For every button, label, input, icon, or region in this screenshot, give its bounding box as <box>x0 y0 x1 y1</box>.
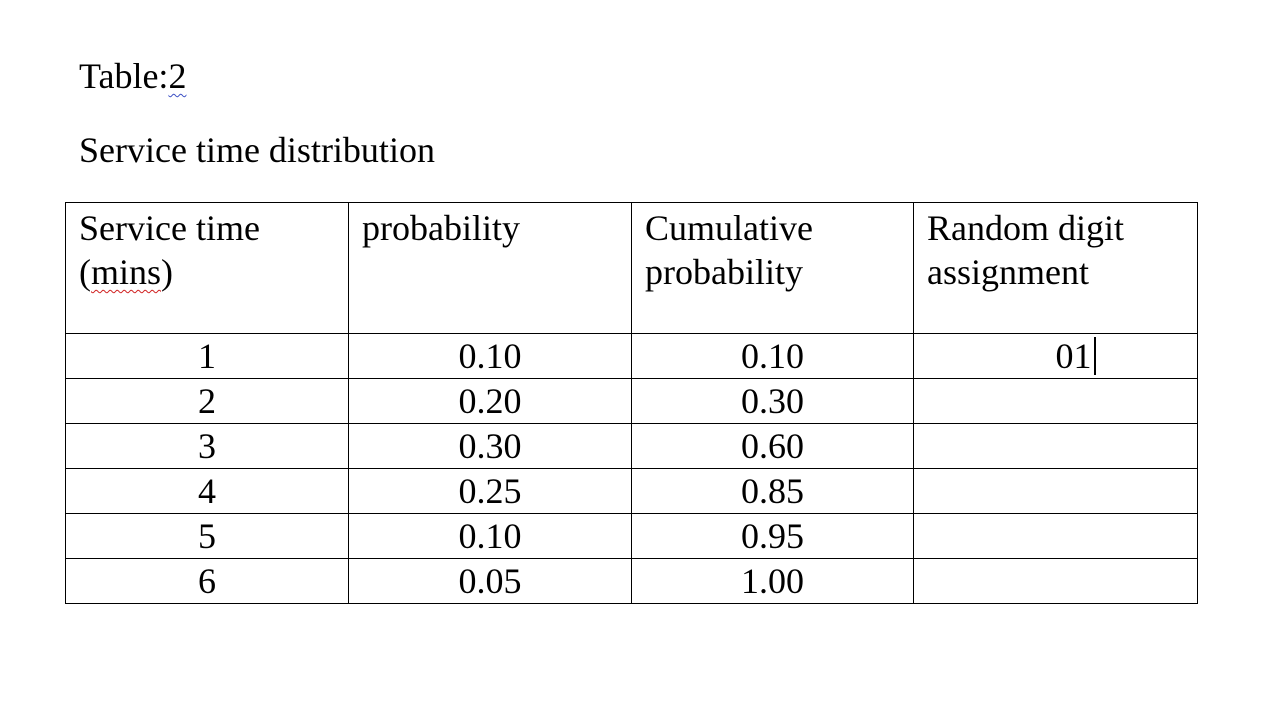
header-cumulative-line1: Cumulative <box>645 208 813 248</box>
header-cumulative-probability[interactable]: Cumulative probability <box>631 202 914 334</box>
cell-service-time[interactable]: 6 <box>65 558 349 604</box>
cell-random-digits[interactable]: 01 <box>913 333 1198 379</box>
cell-probability[interactable]: 0.05 <box>348 558 632 604</box>
cell-random-digits-value: 01 <box>1055 336 1092 376</box>
service-time-distribution-table: Service time (mins) probability Cumulati… <box>65 202 1198 604</box>
cell-cumulative[interactable]: 1.00 <box>631 558 914 604</box>
cell-service-time[interactable]: 5 <box>65 513 349 559</box>
cell-random-digits[interactable] <box>913 558 1198 604</box>
cell-random-digits[interactable] <box>913 468 1198 514</box>
table-row: 1 0.10 0.10 01 <box>65 333 1198 379</box>
table-row: 5 0.10 0.95 <box>65 513 1198 559</box>
cell-cumulative[interactable]: 0.85 <box>631 468 914 514</box>
cell-probability[interactable]: 0.10 <box>348 513 632 559</box>
cell-probability[interactable]: 0.25 <box>348 468 632 514</box>
text-cursor <box>1093 337 1096 375</box>
cell-random-digits[interactable] <box>913 513 1198 559</box>
cell-service-time[interactable]: 2 <box>65 378 349 424</box>
table-row: 2 0.20 0.30 <box>65 378 1198 424</box>
header-service-time[interactable]: Service time (mins) <box>65 202 349 334</box>
header-service-time-unit: mins <box>91 252 162 292</box>
header-probability[interactable]: probability <box>348 202 632 334</box>
header-random-digit-line1: Random digit <box>927 208 1124 248</box>
header-probability-line1: probability <box>362 208 520 248</box>
cell-probability[interactable]: 0.30 <box>348 423 632 469</box>
table-caption-prefix: Table: <box>79 56 169 96</box>
header-random-digit-line2: assignment <box>927 252 1089 292</box>
table-caption-number: 2 <box>168 56 187 96</box>
cell-probability[interactable]: 0.20 <box>348 378 632 424</box>
cell-cumulative[interactable]: 0.60 <box>631 423 914 469</box>
cell-service-time[interactable]: 3 <box>65 423 349 469</box>
table-row: 3 0.30 0.60 <box>65 423 1198 469</box>
cell-service-time[interactable]: 1 <box>65 333 349 379</box>
header-service-time-line2: (mins) <box>79 252 174 292</box>
table-subtitle: Service time distribution <box>79 130 435 170</box>
cell-cumulative[interactable]: 0.95 <box>631 513 914 559</box>
cell-cumulative[interactable]: 0.30 <box>631 378 914 424</box>
cell-random-digits[interactable] <box>913 378 1198 424</box>
table-header-row: Service time (mins) probability Cumulati… <box>65 202 1198 334</box>
header-cumulative-line2: probability <box>645 252 803 292</box>
table-row: 4 0.25 0.85 <box>65 468 1198 514</box>
header-service-time-line1: Service time <box>79 208 260 248</box>
cell-service-time[interactable]: 4 <box>65 468 349 514</box>
table-caption: Table:2 <box>79 56 186 96</box>
header-random-digit-assignment[interactable]: Random digit assignment <box>913 202 1198 334</box>
cell-random-digits[interactable] <box>913 423 1198 469</box>
cell-probability[interactable]: 0.10 <box>348 333 632 379</box>
table-row: 6 0.05 1.00 <box>65 558 1198 604</box>
cell-cumulative[interactable]: 0.10 <box>631 333 914 379</box>
